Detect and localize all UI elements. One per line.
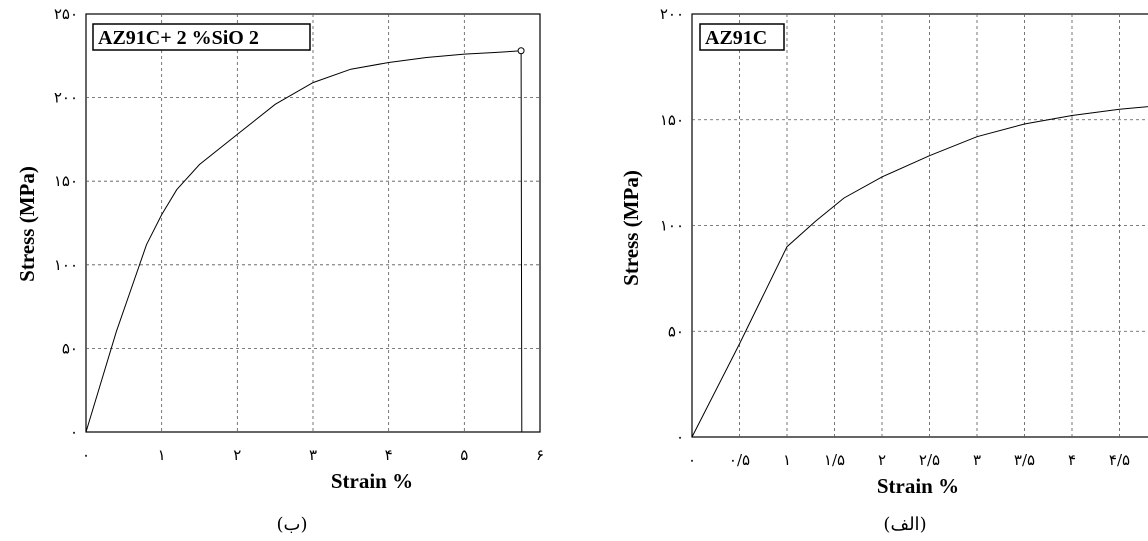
x-tick-label: ۱ — [158, 446, 166, 464]
x-tick-label: ۴ — [1068, 451, 1076, 469]
y-tick-label: ۰ — [676, 428, 684, 446]
data-point-endpoint — [517, 47, 525, 55]
chart-right: ۰۰/۵۱۱/۵۲۲/۵۳۳/۵۴۴/۵۵۰۵۰۱۰۰۱۵۰۲۰۰ AZ91C … — [619, 5, 1148, 535]
x-tick-label: ۴ — [385, 446, 393, 464]
x-tick-label: ۰ — [82, 446, 90, 464]
chart-caption: (ب) — [276, 514, 307, 535]
x-tick-label: ۰/۵ — [729, 451, 750, 469]
tick-labels: ۰۰/۵۱۱/۵۲۲/۵۳۳/۵۴۴/۵۵۰۵۰۱۰۰۱۵۰۲۰۰ — [660, 5, 1130, 469]
x-tick-label: ۲/۵ — [919, 451, 940, 469]
x-tick-label: ۵ — [460, 446, 468, 464]
x-tick-label: ۴/۵ — [1109, 451, 1130, 469]
series-label: AZ91C — [705, 27, 767, 49]
x-tick-label: ۶ — [536, 446, 544, 464]
y-tick-label: ۱۰۰ — [54, 256, 78, 274]
x-tick-label: ۰ — [688, 451, 696, 469]
x-tick-label: ۳ — [309, 446, 317, 464]
y-tick-label: ۵۰ — [668, 322, 684, 340]
x-tick-label: ۲ — [878, 451, 886, 469]
y-tick-label: ۰ — [70, 423, 78, 441]
x-axis-title: Strain % — [331, 469, 413, 493]
y-axis-title: Stress (MPa) — [15, 166, 39, 282]
y-tick-label: ۱۰۰ — [660, 217, 684, 235]
x-axis-title: Strain % — [877, 474, 959, 498]
series-label-box — [699, 23, 785, 51]
grid-lines — [692, 14, 1148, 437]
chart-caption: (الف) — [883, 514, 926, 535]
chart-left: ۰ ۱ ۲ ۳ ۴ ۵ ۶ ۰ ۵۰ ۱۰۰ ۱۵۰ ۲۰۰ ۲۵۰ AZ91C+ 2 %SiO 2 S… — [15, 5, 544, 535]
y-tick-label: ۱۵۰ — [660, 111, 684, 129]
series-label-box — [92, 23, 311, 51]
y-tick-label: ۲۰۰ — [54, 89, 78, 107]
x-tick-label: ۱ — [783, 451, 791, 469]
x-tick-label: ۳ — [973, 451, 981, 469]
y-axis-title: Stress (MPa) — [619, 170, 643, 286]
data-line — [691, 106, 1148, 438]
x-tick-label: ۱/۵ — [824, 451, 845, 469]
x-tick-label: ۲ — [233, 446, 241, 464]
y-tick-label: ۲۵۰ — [54, 5, 78, 23]
y-tick-label: ۱۵۰ — [54, 172, 78, 190]
y-tick-label: ۵۰ — [62, 339, 78, 357]
grid-lines — [86, 14, 540, 432]
x-tick-label: ۳/۵ — [1014, 451, 1035, 469]
series-label: AZ91C+ 2 %SiO 2 — [98, 27, 259, 49]
data-line — [85, 50, 523, 433]
tick-labels: ۰ ۱ ۲ ۳ ۴ ۵ ۶ ۰ ۵۰ ۱۰۰ ۱۵۰ ۲۰۰ ۲۵۰ — [54, 5, 544, 464]
y-tick-label: ۲۰۰ — [660, 5, 684, 23]
